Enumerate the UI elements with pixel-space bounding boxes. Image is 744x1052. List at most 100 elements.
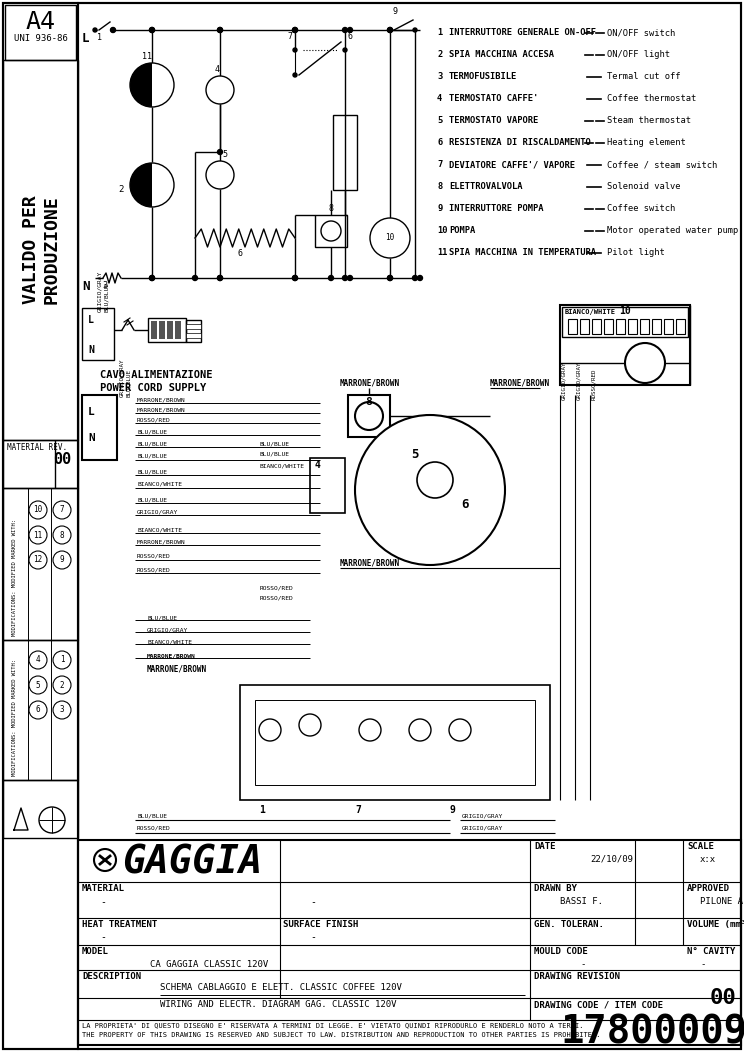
Circle shape (259, 719, 281, 741)
Circle shape (150, 27, 155, 33)
Bar (315, 215, 347, 247)
Text: 7: 7 (60, 506, 64, 514)
Bar (3, 780, 78, 838)
Text: GAGGIA: GAGGIA (122, 843, 262, 881)
Text: 6: 6 (437, 138, 442, 147)
Text: CA GAGGIA CLASSIC 120V: CA GAGGIA CLASSIC 120V (150, 960, 269, 969)
Text: 1: 1 (60, 655, 64, 665)
Bar (562, 307, 688, 337)
Text: GRIGIO/GRAY: GRIGIO/GRAY (561, 362, 566, 400)
Bar (255, 700, 535, 785)
Text: ROSSO/RED: ROSSO/RED (137, 826, 171, 831)
Circle shape (625, 343, 665, 383)
Text: DESCRIPTION: DESCRIPTION (82, 972, 141, 982)
Text: 8: 8 (437, 182, 442, 191)
Text: LA PROPRIETA' DI QUESTO DISEGNO E' RISERVATA A TERMINI DI LEGGE. E' VIETATO QUIN: LA PROPRIETA' DI QUESTO DISEGNO E' RISER… (82, 1021, 583, 1028)
Text: 5: 5 (411, 448, 419, 462)
Text: MODIFICATIONS: MODIFIED MARKED WITH:: MODIFICATIONS: MODIFIED MARKED WITH: (12, 659, 17, 776)
Text: ROSSO/RED: ROSSO/RED (137, 417, 171, 422)
Text: BIANCO/WHITE: BIANCO/WHITE (565, 309, 616, 315)
Text: Termal cut off: Termal cut off (607, 72, 681, 81)
Circle shape (217, 27, 222, 33)
Bar (186, 320, 201, 342)
Text: GEN. TOLERAN.: GEN. TOLERAN. (534, 920, 604, 929)
Text: MARRONE/BROWN: MARRONE/BROWN (340, 559, 400, 568)
Text: 1: 1 (437, 28, 442, 37)
Text: MARRONE/BROWN: MARRONE/BROWN (137, 397, 186, 402)
Bar (568, 319, 577, 333)
Text: DRAWING CODE / ITEM CODE: DRAWING CODE / ITEM CODE (534, 1000, 663, 1009)
Text: 8: 8 (329, 204, 333, 213)
Bar (5, 5, 76, 60)
Text: RESISTENZA DI RISCALDAMENTO: RESISTENZA DI RISCALDAMENTO (449, 138, 591, 147)
Circle shape (359, 719, 381, 741)
Circle shape (355, 414, 505, 565)
Text: GRIGIO/GRAY: GRIGIO/GRAY (576, 362, 581, 400)
Text: 4: 4 (315, 460, 321, 470)
Circle shape (347, 27, 353, 33)
Circle shape (321, 221, 341, 241)
Text: x:x: x:x (700, 855, 716, 864)
Circle shape (93, 28, 97, 32)
Text: MODEL: MODEL (82, 947, 109, 956)
Circle shape (329, 276, 333, 281)
Text: SURFACE FINISH: SURFACE FINISH (283, 920, 359, 929)
Text: BLU/BLUE: BLU/BLUE (137, 429, 167, 434)
Bar (148, 318, 186, 342)
Bar (3, 488, 78, 640)
Text: 2: 2 (437, 50, 442, 59)
Bar (628, 319, 637, 333)
Text: 3: 3 (429, 473, 435, 483)
Text: 6: 6 (237, 249, 243, 258)
Text: 10: 10 (385, 234, 394, 243)
Text: ON/OFF switch: ON/OFF switch (607, 28, 676, 37)
Circle shape (293, 48, 297, 52)
Text: MARRONE/BROWN: MARRONE/BROWN (490, 379, 550, 388)
Text: N: N (88, 433, 94, 443)
Text: DATE: DATE (534, 842, 556, 851)
Circle shape (292, 276, 298, 281)
Text: INTERRUTTORE POMPA: INTERRUTTORE POMPA (449, 204, 544, 213)
Text: BLU/BLUE: BLU/BLUE (137, 813, 167, 818)
Text: 5: 5 (437, 116, 442, 125)
Text: 7: 7 (355, 805, 361, 815)
Circle shape (150, 27, 155, 33)
Bar (3, 440, 78, 488)
Circle shape (206, 161, 234, 189)
Text: 1: 1 (259, 805, 265, 815)
Text: -: - (700, 960, 705, 969)
Text: GRIGIO/GRAY: GRIGIO/GRAY (97, 270, 102, 312)
Text: Coffee / steam switch: Coffee / steam switch (607, 160, 717, 169)
Text: POMPA: POMPA (449, 226, 475, 235)
Text: GRIGIO/GRAY: GRIGIO/GRAY (137, 509, 179, 514)
Text: 10: 10 (437, 226, 447, 235)
Bar (3, 60, 78, 440)
Text: -: - (310, 897, 316, 907)
Text: MARRONE/BROWN: MARRONE/BROWN (147, 653, 196, 658)
Text: 9: 9 (437, 204, 442, 213)
Text: 9: 9 (393, 7, 397, 16)
Text: L: L (88, 315, 94, 325)
Text: 9: 9 (60, 555, 64, 565)
Text: BIANCO/WHITE: BIANCO/WHITE (147, 639, 192, 644)
Bar (580, 319, 589, 333)
Text: -: - (310, 932, 316, 942)
Text: 11: 11 (437, 248, 447, 257)
Text: Steam thermostat: Steam thermostat (607, 116, 691, 125)
Circle shape (412, 276, 417, 281)
Text: 4: 4 (36, 655, 40, 665)
Text: POWER CORD SUPPLY: POWER CORD SUPPLY (100, 383, 206, 393)
Text: DEVIATORE CAFFE'/ VAPORE: DEVIATORE CAFFE'/ VAPORE (449, 160, 575, 169)
Circle shape (217, 149, 222, 155)
Circle shape (417, 276, 423, 281)
Text: GRIGIO/GRAY: GRIGIO/GRAY (147, 627, 188, 632)
Text: BLU/BLUE: BLU/BLUE (137, 497, 167, 502)
Text: N: N (82, 280, 89, 294)
Text: 10: 10 (33, 506, 42, 514)
Text: TERMOSTATO VAPORE: TERMOSTATO VAPORE (449, 116, 538, 125)
Text: MODIFICATIONS: MODIFIED MARKED WITH:: MODIFICATIONS: MODIFIED MARKED WITH: (12, 519, 17, 636)
Circle shape (293, 73, 297, 77)
Text: BLU/BLUE: BLU/BLUE (260, 452, 290, 457)
Text: 5: 5 (222, 150, 227, 159)
Text: 2: 2 (118, 185, 124, 195)
